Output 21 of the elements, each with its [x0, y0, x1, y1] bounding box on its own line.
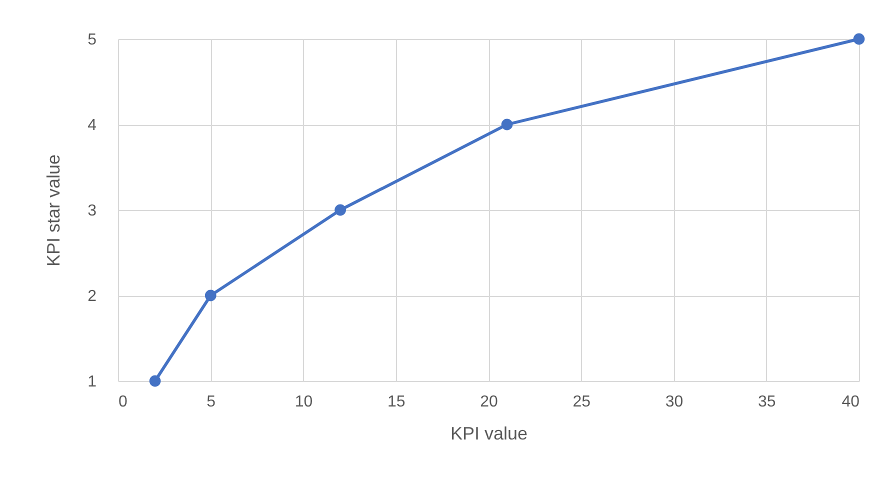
- y-tick-label: 5: [88, 32, 97, 48]
- y-tick-label: 4: [88, 117, 97, 134]
- point: [501, 118, 513, 130]
- y-axis-title: KPI star value: [44, 154, 64, 267]
- y-tick-label: 1: [88, 374, 97, 390]
- x-tick-label: 0: [118, 394, 128, 410]
- x-tick-label: 35: [758, 394, 776, 410]
- y-tick-label: 2: [88, 288, 97, 305]
- x-tick-label: 20: [480, 394, 498, 410]
- point: [334, 204, 346, 216]
- point: [149, 375, 161, 387]
- y-tick-label: 3: [88, 202, 97, 220]
- x-tick-label: 10: [294, 394, 313, 410]
- x-tick-label: 15: [387, 394, 406, 410]
- x-axis-title: KPI value: [450, 424, 528, 444]
- x-tick-label: 25: [572, 394, 591, 410]
- x-tick-label: 30: [665, 394, 684, 410]
- x-tick-label: 40: [842, 394, 860, 410]
- point: [204, 290, 216, 302]
- x-tick-label: 5: [206, 394, 216, 410]
- point: [853, 33, 865, 45]
